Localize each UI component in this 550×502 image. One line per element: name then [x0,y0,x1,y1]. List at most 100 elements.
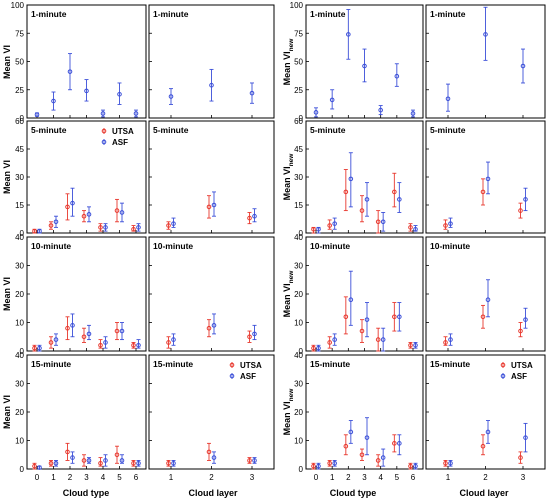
data-point [51,98,56,104]
panel-frame [148,120,275,234]
data-point [316,463,321,469]
x-title-cloud-type-left: Cloud type [63,488,110,498]
data-point [37,345,42,351]
data-point [166,461,171,466]
panel-vinew-right-5-minute: 5-minute [425,120,546,234]
panel-frame [425,236,546,352]
left-block-y-titles: Mean VI Mean VI Mean VI Mean VI [2,45,12,429]
data-point [209,82,214,88]
data-point [348,297,354,303]
panel-vinew-left-1-minute: 1-minute 0 25 50 75 100 [290,1,424,123]
data-point [211,455,217,460]
data-point [394,73,400,79]
series-asf [313,9,416,118]
data-point [206,325,212,331]
data-point [375,458,381,463]
data-point [86,331,92,337]
x-tick-label: 1 [51,473,56,482]
y-tick-label: 40 [15,351,24,360]
data-point [327,223,332,228]
data-point [206,449,212,455]
series-utsa [311,296,413,352]
legend-label-asf: ASF [240,372,256,381]
y-tick-label: 40 [15,233,24,242]
y-tick-label: 15 [294,201,303,210]
data-point [313,110,319,115]
y-title-mean-vi-row3: Mean VI [2,277,12,311]
y-tick-label: 100 [290,1,304,10]
right-block-y-titles: Mean VInew Mean VInew Mean VInew Mean VI… [282,38,295,436]
panel-vinew-right-10-minute: 10-minute [425,236,546,352]
series-utsa [311,434,413,470]
data-point [448,337,453,342]
panel-title: 5-minute [31,125,67,135]
data-point [327,461,332,466]
y-tick-label: 75 [294,29,303,38]
series-utsa [32,442,136,470]
x-title-cloud-layer-left: Cloud layer [188,488,238,498]
data-point [485,176,491,182]
data-point [375,219,381,225]
data-point [523,435,528,440]
x-tick-label: 4 [101,473,106,482]
data-point [32,463,37,469]
data-point [136,461,141,466]
legend-label-asf: ASF [112,138,128,147]
series-asf [171,451,257,467]
y-tick-label: 0 [20,114,25,123]
data-point [119,210,125,215]
legend-label-utsa: UTSA [511,361,533,370]
y-tick-label: 40 [294,233,303,242]
y-tick-label: 0 [20,229,25,238]
panel-title: 1-minute [430,9,466,19]
data-point [362,63,367,69]
y-tick-label: 20 [15,408,24,417]
y-title-main: Mean VI [282,283,292,317]
panel-vi-left-5-minute: 5-minute 0 15 30 45 60 UTSA ASF [15,117,147,238]
data-point [332,337,337,342]
y-tick-label: 45 [294,145,303,154]
series-asf [37,451,141,470]
y-tick-label: 0 [20,465,25,474]
data-point [343,189,349,195]
x-tick-label: 1 [330,473,335,482]
panel-vinew-left-5-minute: 5-minute 0 15 30 45 60 [294,117,424,238]
data-point [48,223,54,228]
data-point [119,328,125,334]
data-point [206,204,212,210]
data-point [518,455,523,460]
data-point [343,314,349,320]
series-asf [37,313,141,352]
panel-title: 15-minute [430,359,470,369]
data-point [81,213,87,219]
panel-title: 1-minute [310,9,346,19]
y-tick-label: 10 [15,437,24,446]
panel-title: 10-minute [430,241,470,251]
legend: UTSA ASF [101,127,134,147]
data-point [168,94,174,99]
y-tick-label: 0 [299,114,304,123]
data-point [114,208,120,213]
y-tick-label: 0 [299,347,304,356]
data-point [348,176,354,182]
data-point [65,449,70,455]
data-point [171,337,176,342]
y-tick-label: 30 [294,380,303,389]
series-asf [316,417,418,470]
panel-title: 15-minute [310,359,350,369]
data-point [103,225,108,230]
x-tick-label: 1 [169,473,174,482]
data-point [346,32,351,37]
data-point [443,461,448,466]
panel-frame [26,236,147,352]
series-utsa [443,304,523,346]
data-point [380,219,386,225]
panel-title: 1-minute [153,9,189,19]
y-title-mean-vi-row4: Mean VI [2,395,12,429]
series-utsa [166,195,252,230]
panel-frame [305,120,424,234]
y-tick-label: 40 [294,351,303,360]
panels-layer: 1-minute02550751001-minute5-minute015304… [11,1,546,482]
data-point [100,111,106,116]
panel-vinew-right-1-minute: 1-minute [425,4,546,119]
